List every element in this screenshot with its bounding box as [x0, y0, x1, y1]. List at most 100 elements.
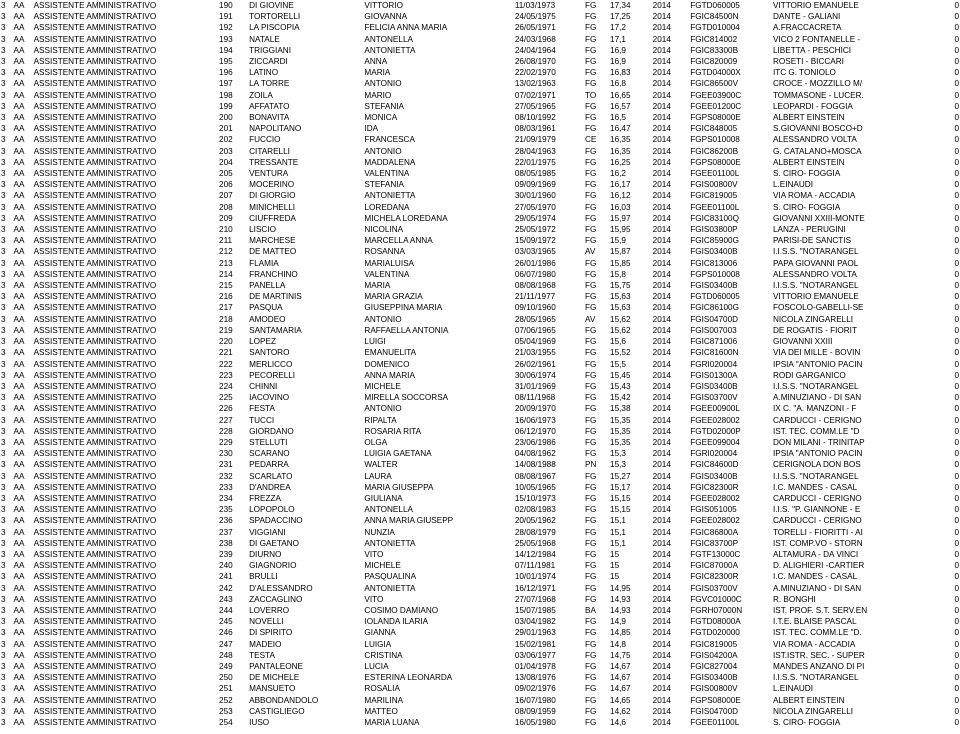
- cell-c8: 15,45: [609, 370, 652, 381]
- cell-c12: 0: [947, 246, 960, 257]
- cell-c10: FGPS010008: [689, 269, 772, 280]
- cell-c4: MANSUETO: [248, 683, 363, 694]
- cell-c12: 0: [947, 67, 960, 78]
- cell-c2: ASSISTENTE AMMINISTRATIVO: [33, 336, 218, 347]
- cell-c0: 3: [0, 672, 13, 683]
- cell-c11: DON MILANI - TRINITAP: [772, 437, 947, 448]
- cell-c2: ASSISTENTE AMMINISTRATIVO: [33, 258, 218, 269]
- table-row: 3AAASSISTENTE AMMINISTRATIVO223PECORELLI…: [0, 370, 960, 381]
- cell-c2: ASSISTENTE AMMINISTRATIVO: [33, 56, 218, 67]
- cell-c9: 2014: [652, 101, 690, 112]
- cell-c11: ALESSANDRO VOLTA: [772, 134, 947, 145]
- cell-c6: 28/05/1965: [514, 314, 584, 325]
- cell-c12: 0: [947, 11, 960, 22]
- cell-c7: FG: [584, 112, 609, 123]
- cell-c6: 22/01/1975: [514, 157, 584, 168]
- cell-c7: FG: [584, 291, 609, 302]
- cell-c1: AA: [13, 594, 33, 605]
- cell-c7: FG: [584, 639, 609, 650]
- cell-c12: 0: [947, 370, 960, 381]
- cell-c0: 3: [0, 515, 13, 526]
- cell-c4: BRULLI: [248, 571, 363, 582]
- cell-c6: 16/12/1971: [514, 583, 584, 594]
- table-row: 3AAASSISTENTE AMMINISTRATIVO205VENTURAVA…: [0, 168, 960, 179]
- cell-c3: 208: [218, 202, 248, 213]
- table-row: 3AAASSISTENTE AMMINISTRATIVO192LA PISCOP…: [0, 22, 960, 33]
- cell-c3: 196: [218, 67, 248, 78]
- cell-c11: MANDES ANZANO DI PI: [772, 661, 947, 672]
- cell-c5: GIANNA: [363, 627, 513, 638]
- cell-c5: MARILINA: [363, 695, 513, 706]
- cell-c1: AA: [13, 448, 33, 459]
- cell-c8: 16,03: [609, 202, 652, 213]
- cell-c12: 0: [947, 616, 960, 627]
- cell-c9: 2014: [652, 560, 690, 571]
- cell-c3: 246: [218, 627, 248, 638]
- cell-c6: 09/02/1976: [514, 683, 584, 694]
- cell-c3: 193: [218, 34, 248, 45]
- table-row: 3AAASSISTENTE AMMINISTRATIVO227TUCCIRIPA…: [0, 415, 960, 426]
- cell-c7: FG: [584, 695, 609, 706]
- cell-c3: 225: [218, 392, 248, 403]
- table-row: 3AAASSISTENTE AMMINISTRATIVO199AFFATATOS…: [0, 101, 960, 112]
- cell-c9: 2014: [652, 11, 690, 22]
- cell-c6: 06/07/1980: [514, 269, 584, 280]
- cell-c6: 28/08/1979: [514, 527, 584, 538]
- cell-c3: 253: [218, 706, 248, 717]
- cell-c4: MADEIO: [248, 639, 363, 650]
- cell-c8: 16,9: [609, 45, 652, 56]
- cell-c9: 2014: [652, 616, 690, 627]
- cell-c12: 0: [947, 426, 960, 437]
- cell-c2: ASSISTENTE AMMINISTRATIVO: [33, 538, 218, 549]
- cell-c1: AA: [13, 179, 33, 190]
- cell-c7: FG: [584, 471, 609, 482]
- cell-c11: ROSETI - BICCARI: [772, 56, 947, 67]
- cell-c9: 2014: [652, 302, 690, 313]
- cell-c12: 0: [947, 202, 960, 213]
- cell-c6: 05/04/1969: [514, 336, 584, 347]
- cell-c5: MARIO: [363, 90, 513, 101]
- cell-c3: 197: [218, 78, 248, 89]
- table-row: 3AAASSISTENTE AMMINISTRATIVO218AMODEOANT…: [0, 314, 960, 325]
- cell-c8: 17,34: [609, 0, 652, 11]
- cell-c0: 3: [0, 650, 13, 661]
- cell-c9: 2014: [652, 22, 690, 33]
- cell-c3: 227: [218, 415, 248, 426]
- cell-c5: LUCIA: [363, 661, 513, 672]
- cell-c8: 15,15: [609, 504, 652, 515]
- cell-c1: AA: [13, 213, 33, 224]
- cell-c8: 15: [609, 549, 652, 560]
- cell-c2: ASSISTENTE AMMINISTRATIVO: [33, 403, 218, 414]
- cell-c8: 14,67: [609, 661, 652, 672]
- cell-c3: 239: [218, 549, 248, 560]
- cell-c7: FG: [584, 22, 609, 33]
- cell-c1: AA: [13, 527, 33, 538]
- cell-c6: 14/12/1984: [514, 549, 584, 560]
- cell-c3: 210: [218, 224, 248, 235]
- cell-c4: GIAGNORIO: [248, 560, 363, 571]
- cell-c8: 15,43: [609, 381, 652, 392]
- cell-c3: 231: [218, 459, 248, 470]
- cell-c5: VITO: [363, 549, 513, 560]
- cell-c2: ASSISTENTE AMMINISTRATIVO: [33, 0, 218, 11]
- cell-c9: 2014: [652, 650, 690, 661]
- cell-c8: 16,35: [609, 146, 652, 157]
- cell-c3: 223: [218, 370, 248, 381]
- table-row: 3AAASSISTENTE AMMINISTRATIVO251MANSUETOR…: [0, 683, 960, 694]
- cell-c2: ASSISTENTE AMMINISTRATIVO: [33, 269, 218, 280]
- table-row: 3AAASSISTENTE AMMINISTRATIVO193NATALEANT…: [0, 34, 960, 45]
- cell-c7: FG: [584, 661, 609, 672]
- cell-c9: 2014: [652, 381, 690, 392]
- cell-c6: 11/03/1973: [514, 0, 584, 11]
- cell-c6: 08/08/1967: [514, 471, 584, 482]
- cell-c5: ANTONIO: [363, 403, 513, 414]
- cell-c9: 2014: [652, 527, 690, 538]
- cell-c5: ANTONIO: [363, 314, 513, 325]
- cell-c8: 14,85: [609, 627, 652, 638]
- cell-c4: NAPOLITANO: [248, 123, 363, 134]
- cell-c12: 0: [947, 627, 960, 638]
- cell-c3: 254: [218, 717, 248, 728]
- cell-c1: AA: [13, 314, 33, 325]
- cell-c1: AA: [13, 202, 33, 213]
- cell-c3: 243: [218, 594, 248, 605]
